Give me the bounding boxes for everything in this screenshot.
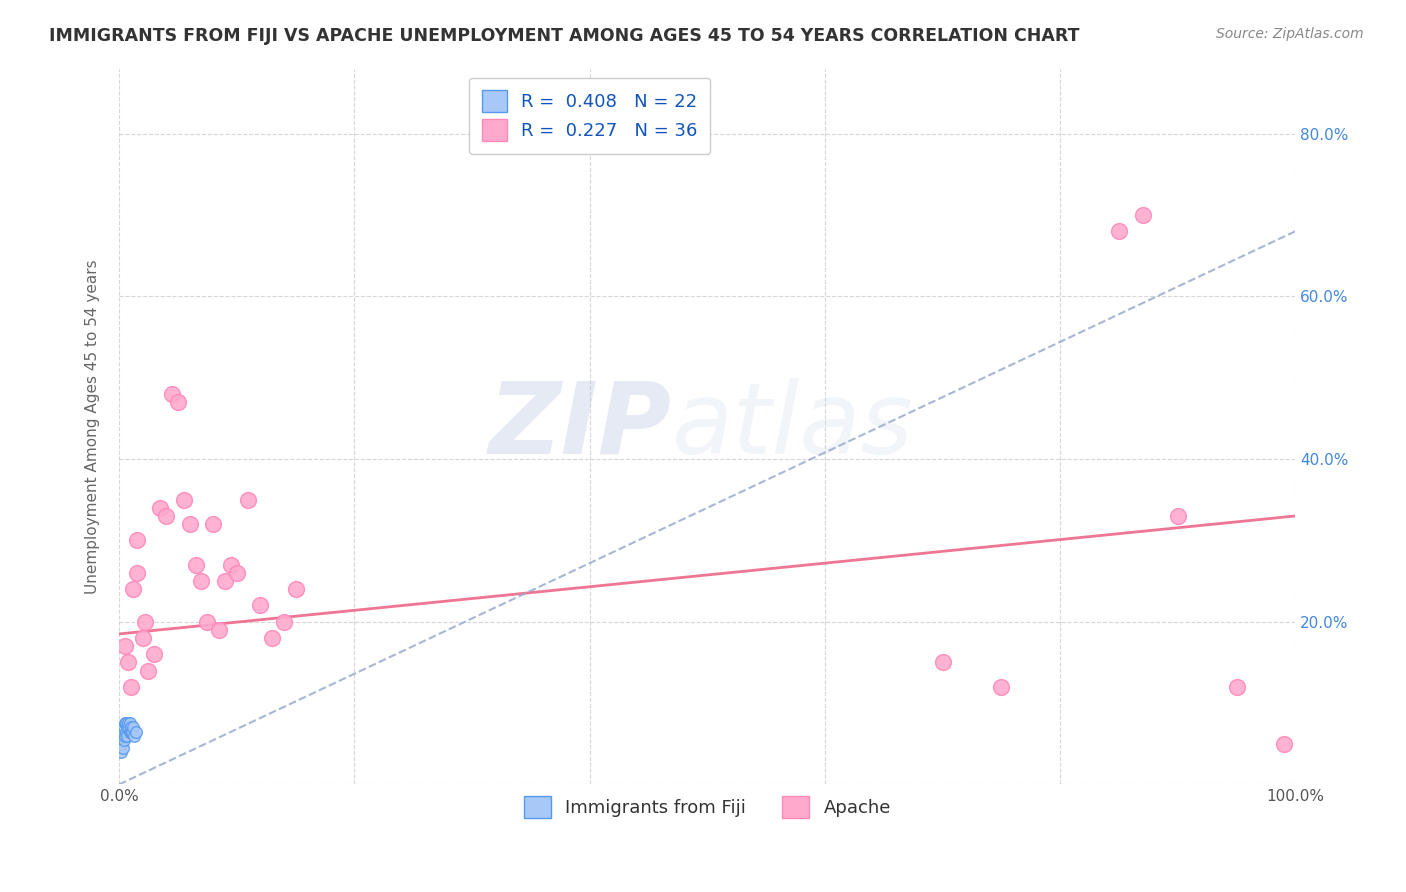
Point [124,724,146,739]
Point [115,716,138,731]
Point [120,724,142,739]
Point [117,721,139,735]
Point [114,716,136,731]
Point [122,582,145,597]
Point [179,517,201,532]
Point [111,740,134,755]
Point [112,732,135,747]
Point [931,656,953,670]
Point [1108,224,1130,238]
Point [138,664,160,678]
Point [125,566,148,580]
Point [225,566,247,580]
Text: ZIP: ZIP [489,378,672,475]
Point [1167,508,1189,523]
Point [219,558,242,572]
Point [167,395,190,409]
Point [184,558,207,572]
Point [160,387,183,401]
Point [121,724,143,739]
Legend: Immigrants from Fiji, Apache: Immigrants from Fiji, Apache [516,789,898,825]
Text: atlas: atlas [672,378,914,475]
Point [120,721,142,735]
Point [214,574,236,588]
Point [122,721,145,735]
Point [125,533,148,548]
Text: IMMIGRANTS FROM FIJI VS APACHE UNEMPLOYMENT AMONG AGES 45 TO 54 YEARS CORRELATIO: IMMIGRANTS FROM FIJI VS APACHE UNEMPLOYM… [49,27,1080,45]
Point [117,721,139,735]
Point [112,721,135,735]
Point [284,582,307,597]
Point [114,729,136,743]
Point [238,492,260,507]
Point [115,724,138,739]
Point [202,517,225,532]
Point [110,745,132,759]
Point [117,656,139,670]
Point [249,599,271,613]
Point [143,647,166,661]
Point [124,729,146,743]
Point [134,615,156,629]
Point [1272,737,1295,751]
Point [273,615,295,629]
Point [117,729,139,743]
Point [118,724,141,739]
Point [131,631,153,645]
Point [260,631,283,645]
Y-axis label: Unemployment Among Ages 45 to 54 years: Unemployment Among Ages 45 to 54 years [86,260,100,594]
Point [114,639,136,653]
Point [110,737,132,751]
Point [208,623,231,637]
Point [149,500,172,515]
Point [173,492,195,507]
Point [118,716,141,731]
Point [120,680,142,694]
Point [1226,680,1249,694]
Point [1132,208,1154,222]
Text: Source: ZipAtlas.com: Source: ZipAtlas.com [1216,27,1364,41]
Point [190,574,212,588]
Point [111,729,134,743]
Point [195,615,218,629]
Point [117,716,139,731]
Point [155,508,177,523]
Point [990,680,1012,694]
